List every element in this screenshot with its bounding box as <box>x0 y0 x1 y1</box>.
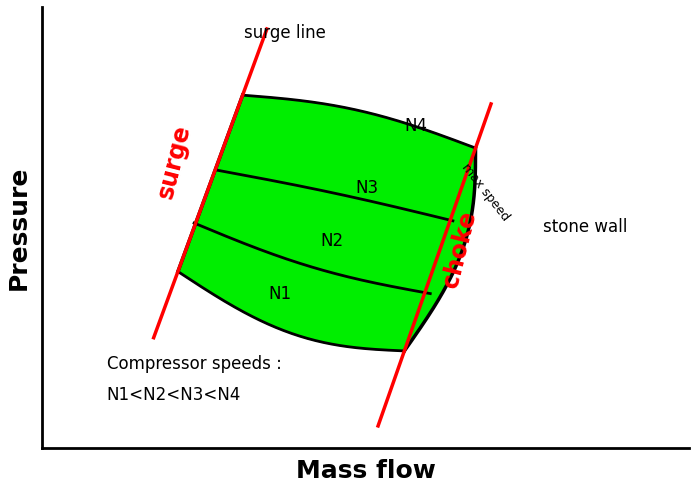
Text: choke: choke <box>438 209 480 291</box>
Text: N4: N4 <box>404 117 427 135</box>
Text: N1: N1 <box>269 285 292 303</box>
Text: stone wall: stone wall <box>544 219 628 237</box>
Text: N2: N2 <box>320 232 343 250</box>
Y-axis label: Pressure: Pressure <box>7 165 31 290</box>
Text: surge: surge <box>154 122 196 201</box>
Text: max speed: max speed <box>459 161 512 223</box>
X-axis label: Mass flow: Mass flow <box>296 459 436 483</box>
Text: surge line: surge line <box>244 24 326 43</box>
Text: N3: N3 <box>356 179 379 197</box>
Text: N1<N2<N3<N4: N1<N2<N3<N4 <box>106 386 241 404</box>
Polygon shape <box>178 95 475 351</box>
Text: Compressor speeds :: Compressor speeds : <box>106 355 282 373</box>
